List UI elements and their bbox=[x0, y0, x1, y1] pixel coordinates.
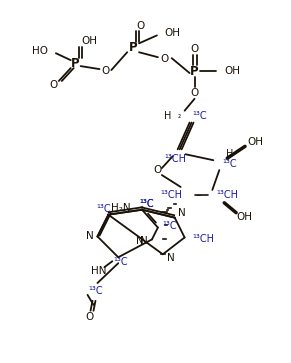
Text: ¹³C: ¹³C bbox=[96, 204, 111, 214]
Text: OH: OH bbox=[165, 28, 181, 38]
Text: ¹³C: ¹³C bbox=[193, 111, 207, 121]
Text: ¹³C: ¹³C bbox=[162, 221, 176, 231]
Text: H: H bbox=[164, 111, 172, 121]
Text: ¹³C: ¹³C bbox=[88, 286, 103, 296]
Text: ¹³CH: ¹³CH bbox=[161, 190, 183, 200]
Text: ¹³CH: ¹³CH bbox=[165, 154, 187, 164]
Text: O: O bbox=[161, 54, 169, 64]
Text: H₂N: H₂N bbox=[111, 203, 130, 213]
Text: ¹³CH: ¹³CH bbox=[193, 234, 214, 244]
Text: N: N bbox=[136, 236, 144, 246]
Text: ¹³C: ¹³C bbox=[113, 257, 127, 267]
Text: O: O bbox=[86, 312, 94, 322]
Text: P: P bbox=[190, 65, 199, 78]
Text: –: – bbox=[196, 190, 201, 200]
Text: H: H bbox=[226, 149, 233, 159]
Text: N: N bbox=[86, 232, 93, 241]
Text: HN: HN bbox=[91, 266, 106, 276]
Text: N: N bbox=[167, 253, 175, 263]
Text: O: O bbox=[136, 20, 144, 30]
Text: O: O bbox=[190, 88, 199, 98]
Text: O: O bbox=[190, 44, 199, 54]
Text: N: N bbox=[140, 236, 148, 246]
Text: OH: OH bbox=[81, 36, 97, 46]
Text: P: P bbox=[71, 57, 80, 70]
Text: ₂: ₂ bbox=[178, 111, 181, 120]
Text: ¹³C: ¹³C bbox=[140, 199, 154, 209]
Text: OH: OH bbox=[236, 212, 252, 222]
Text: O: O bbox=[154, 165, 162, 175]
Text: ¹³CH: ¹³CH bbox=[216, 190, 238, 200]
Text: ¹³C: ¹³C bbox=[140, 199, 154, 209]
Text: N: N bbox=[178, 208, 185, 218]
Text: O: O bbox=[101, 66, 109, 76]
Text: P: P bbox=[129, 41, 137, 54]
Text: OH: OH bbox=[224, 66, 240, 76]
Text: O: O bbox=[50, 80, 58, 90]
Text: ¹³C: ¹³C bbox=[222, 159, 237, 169]
Text: HO: HO bbox=[32, 46, 48, 56]
Text: OH: OH bbox=[247, 137, 263, 147]
